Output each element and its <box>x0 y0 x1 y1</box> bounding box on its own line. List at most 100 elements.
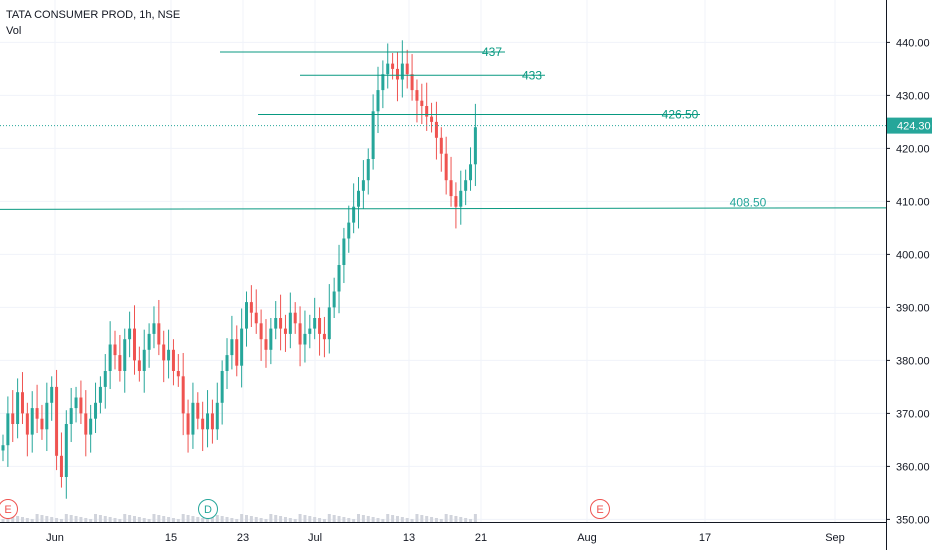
volume-bar <box>1 519 5 522</box>
candle-body <box>283 328 287 334</box>
candle-body <box>249 302 253 313</box>
volume-bar <box>473 514 477 522</box>
level-label[interactable]: 408.50 <box>730 195 767 209</box>
level-line[interactable] <box>0 207 887 210</box>
volume-bar <box>210 514 214 522</box>
volume-bar <box>206 519 210 522</box>
volume-bar <box>55 518 59 522</box>
candle-body <box>196 402 200 419</box>
candle-body <box>386 63 390 75</box>
volume-bar <box>249 516 253 522</box>
time-tick-label: 13 <box>403 532 415 544</box>
volume-bar <box>20 517 24 522</box>
candle-body <box>206 413 210 430</box>
time-tick-label: 23 <box>237 532 249 544</box>
candle-body <box>293 312 297 324</box>
candle-body <box>191 402 195 435</box>
candle-body <box>103 371 107 387</box>
candle-body <box>259 323 263 340</box>
candle-body <box>405 63 409 75</box>
dividend-marker[interactable] <box>198 499 218 519</box>
candle-body <box>420 100 424 106</box>
candle-body <box>137 360 141 371</box>
price-tick-label: 410.00 <box>896 196 930 208</box>
symbol-title[interactable]: TATA CONSUMER PROD, 1h, NSE <box>6 9 181 21</box>
price-tick-label: 360.00 <box>896 461 930 473</box>
candle-body <box>20 392 24 414</box>
volume-bar <box>240 514 244 522</box>
volume-bar <box>118 519 122 522</box>
candle-body <box>181 376 185 414</box>
volume-bar <box>439 519 443 522</box>
volume-bar <box>337 516 341 522</box>
volume-label[interactable]: Vol <box>6 25 22 37</box>
volume-bar <box>128 515 132 522</box>
candle-body <box>337 265 341 292</box>
volume-bar <box>59 519 63 522</box>
horizontal-levels[interactable]: 437 433 426.50 408.50 <box>0 45 887 210</box>
volume-bar <box>152 514 156 522</box>
candle-body <box>64 424 68 477</box>
volume-bar <box>89 519 93 522</box>
price-tick-label: 370.00 <box>896 408 930 420</box>
volume-bar <box>420 515 424 522</box>
volume-bar <box>259 518 263 522</box>
volume-bar <box>191 516 195 522</box>
volume-bar <box>400 517 404 522</box>
volume-bar <box>288 518 292 522</box>
grid-lines <box>0 0 886 522</box>
volume-bar <box>220 516 224 522</box>
volume-bar <box>322 519 326 522</box>
candle-body <box>464 180 468 191</box>
earnings-marker[interactable] <box>0 499 18 519</box>
candle-body <box>162 344 166 361</box>
candle-body <box>391 63 395 69</box>
volume-bar <box>235 519 239 522</box>
volume-bar <box>444 514 448 522</box>
volume-bar <box>181 514 185 522</box>
candle-body <box>215 402 219 430</box>
last-price-line: 424.30 <box>0 117 932 134</box>
level-label[interactable]: 426.50 <box>662 107 699 121</box>
volume-bars <box>1 514 477 522</box>
price-tick-label: 440.00 <box>896 37 930 49</box>
volume-bar <box>69 515 73 522</box>
volume-bar <box>176 519 180 522</box>
level-label[interactable]: 437 <box>482 45 502 59</box>
volume-bar <box>142 518 146 522</box>
time-tick-label: Aug <box>577 532 597 544</box>
candle-body <box>201 418 205 430</box>
price-tick-label: 390.00 <box>896 302 930 314</box>
volume-bar <box>274 515 278 522</box>
price-tick-label: 400.00 <box>896 249 930 261</box>
candle-body <box>210 413 214 430</box>
level-label[interactable]: 433 <box>522 68 542 82</box>
candle-body <box>152 323 156 334</box>
time-tick-label: 17 <box>699 532 711 544</box>
volume-bar <box>245 515 248 522</box>
volume-bar <box>74 516 78 522</box>
candle-body <box>35 408 39 419</box>
volume-bar <box>464 518 468 522</box>
candle-body <box>69 408 73 424</box>
volume-bar <box>201 518 205 522</box>
time-axis[interactable]: Jun 15 23 Jul 13 21 Aug 17 Sep <box>0 522 886 545</box>
candle-body <box>84 413 88 435</box>
earnings-marker[interactable] <box>590 499 610 519</box>
candle-body <box>308 328 312 334</box>
earnings-marker-label: E <box>4 504 11 516</box>
volume-bar <box>293 519 297 522</box>
candle-body <box>357 190 361 207</box>
volume-bar <box>347 518 351 522</box>
candle-body <box>469 164 473 181</box>
price-axis[interactable]: 350.00 360.00 370.00 380.00 390.00 400.00 410.… <box>886 0 930 550</box>
volume-bar <box>283 517 287 522</box>
volume-bar <box>279 516 283 522</box>
candle-body <box>167 349 171 361</box>
volume-bar <box>30 519 34 522</box>
candle-body <box>171 349 175 371</box>
volume-bar <box>386 514 390 522</box>
candle-body <box>254 312 258 324</box>
